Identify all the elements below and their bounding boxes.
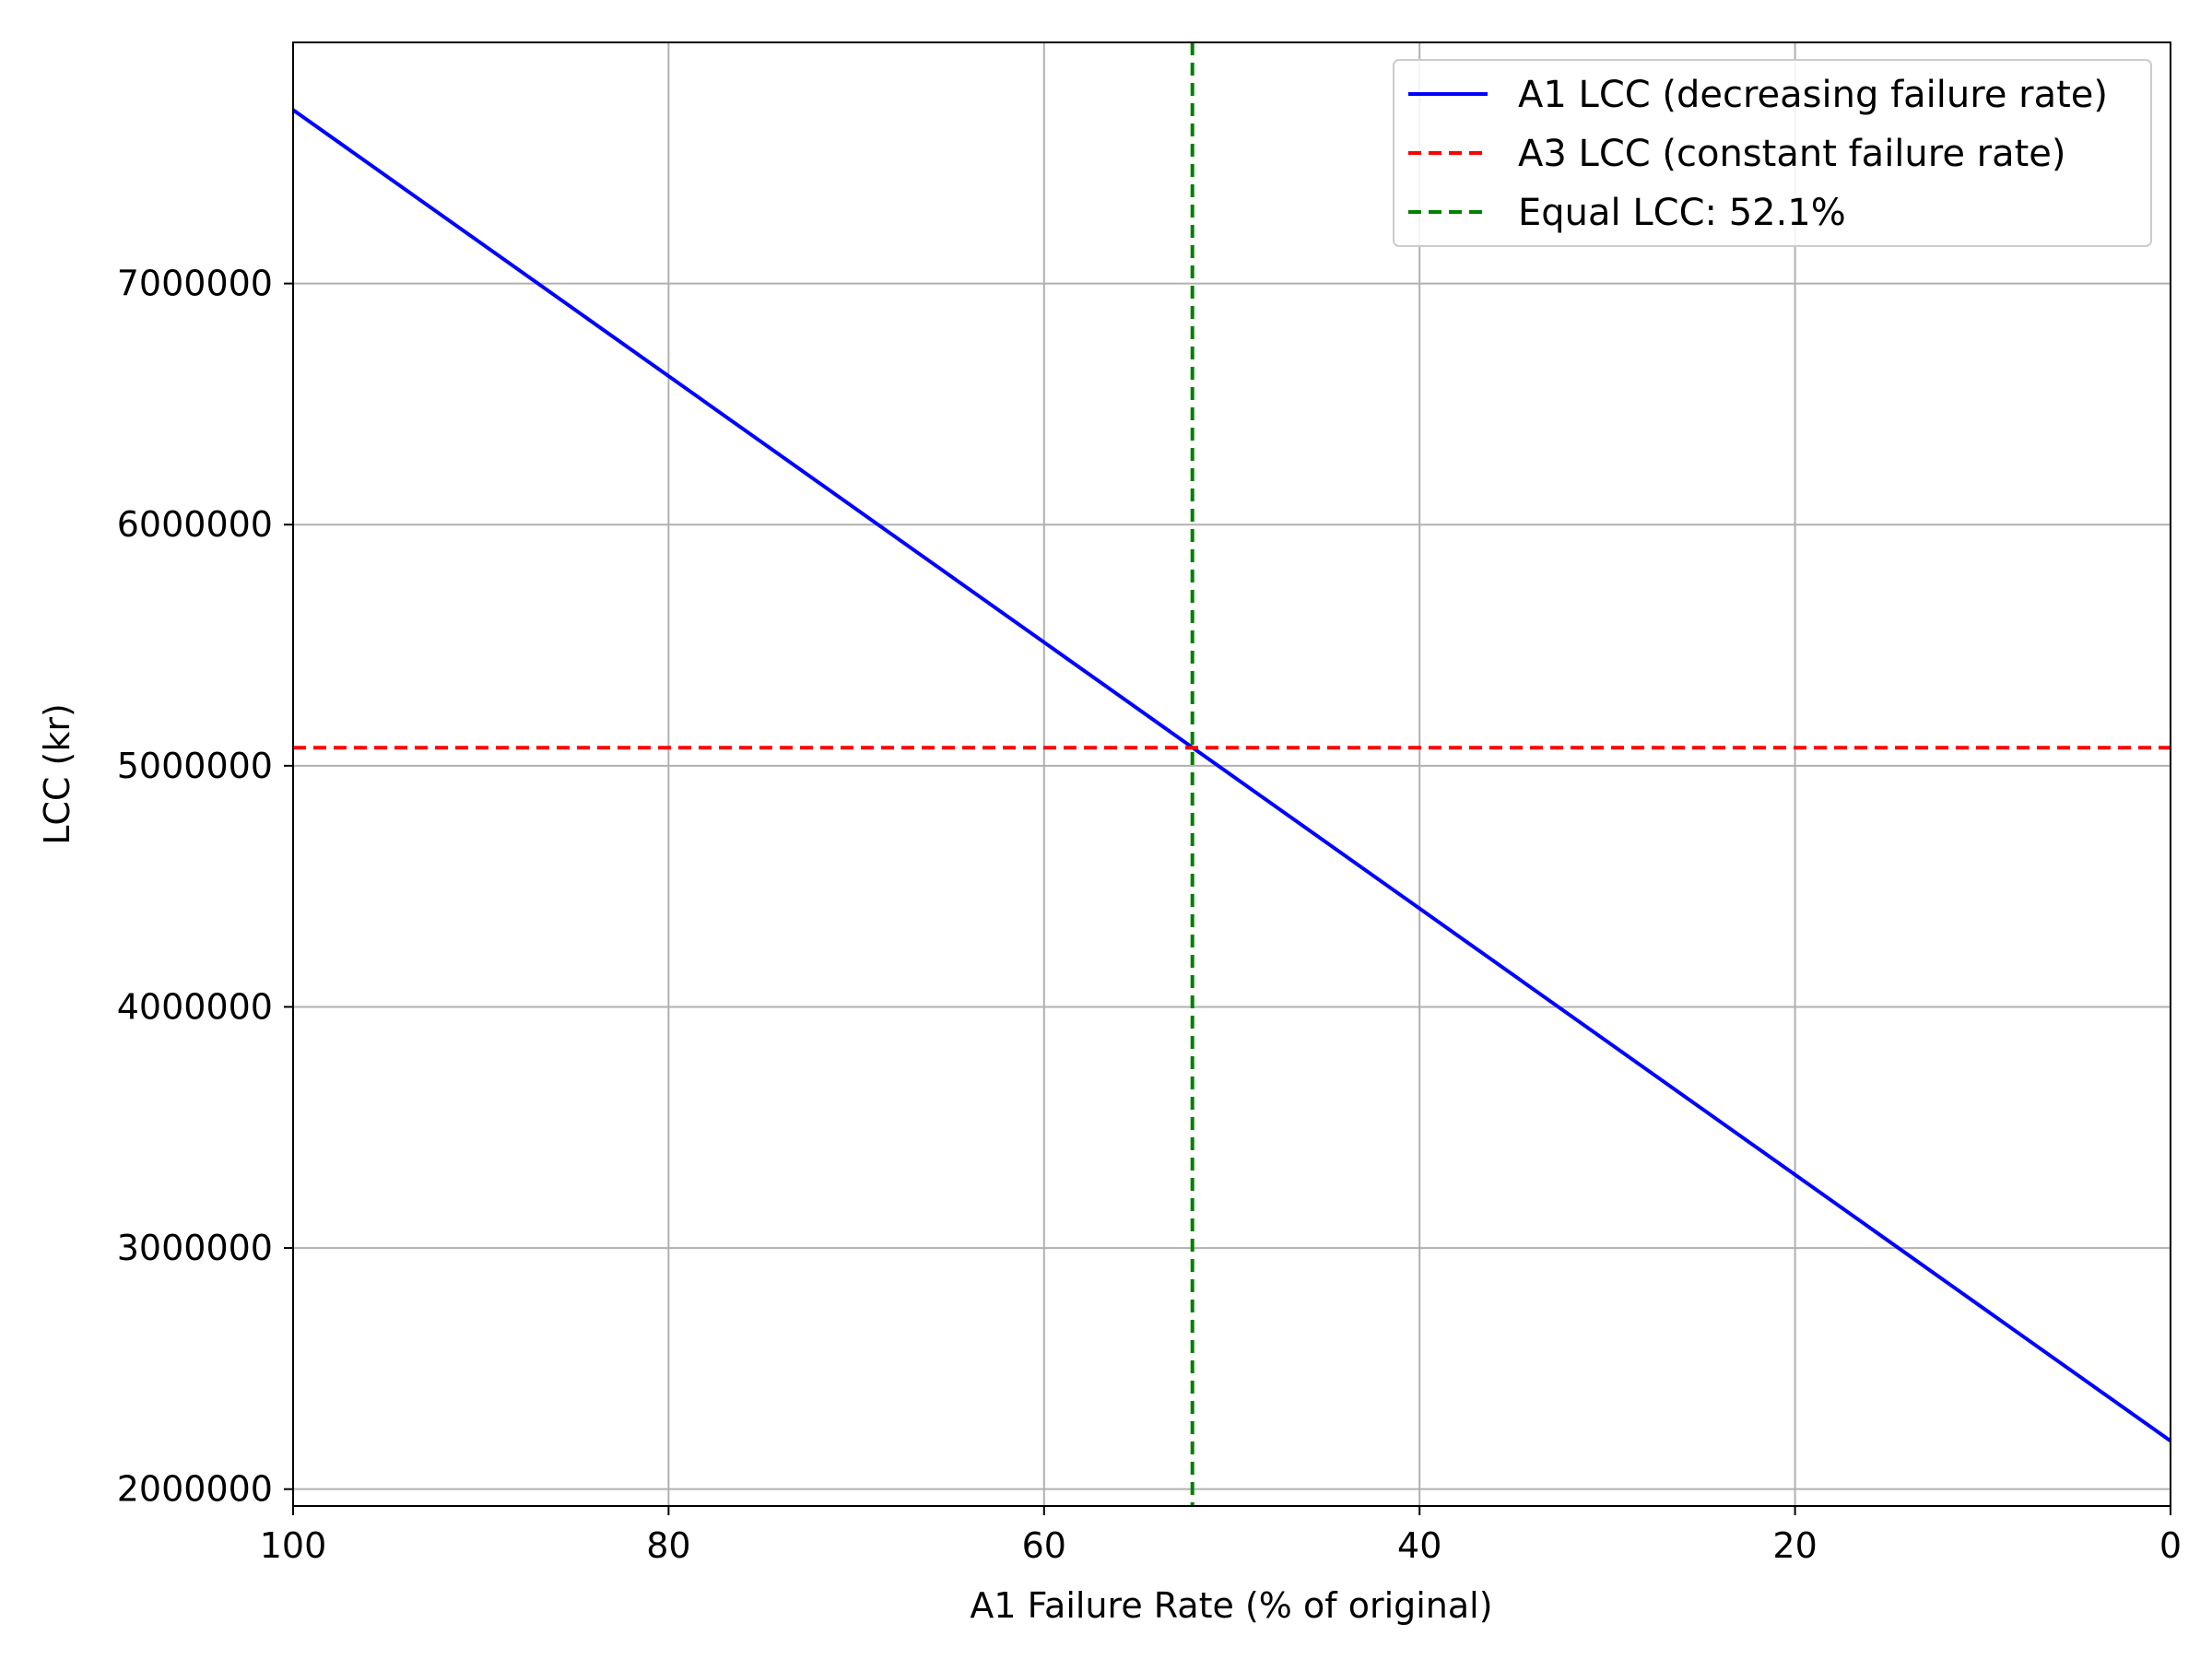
y-axis-label: LCC (kr) — [37, 703, 77, 845]
y-tick-label: 3000000 — [117, 1228, 273, 1268]
grid — [292, 42, 2171, 1506]
series-layer — [291, 42, 2172, 1506]
legend-entry-label: Equal LCC: 52.1% — [1518, 192, 1846, 234]
x-axis-label: A1 Failure Rate (% of original) — [970, 1585, 1492, 1626]
y-tick-label: 5000000 — [117, 746, 273, 786]
x-tick-label: 40 — [1397, 1525, 1441, 1566]
x-tick-label: 100 — [260, 1525, 327, 1566]
x-tick-label: 0 — [2159, 1525, 2182, 1566]
legend: A1 LCC (decreasing failure rate) A3 LCC (… — [1393, 59, 2152, 247]
legend-box — [1393, 59, 2152, 247]
y-tick-label: 4000000 — [117, 986, 273, 1027]
x-tick-label: 20 — [1772, 1525, 1817, 1566]
x-tick-label: 60 — [1022, 1525, 1066, 1566]
y-tick-label: 2000000 — [117, 1469, 273, 1510]
plot-frame — [292, 41, 2171, 1507]
x-tick-label: 80 — [646, 1525, 690, 1566]
y-tick-label: 7000000 — [117, 264, 273, 304]
legend-entry-label: A1 LCC (decreasing failure rate) — [1518, 74, 2108, 116]
series-line-a1-lcc — [291, 108, 2172, 1442]
axis-ticks: 100 80 60 40 20 0 2000000 3000000 4000000 5000000… — [117, 264, 2182, 1566]
legend-entry-label: A3 LCC (constant failure rate) — [1518, 133, 2066, 175]
y-tick-label: 6000000 — [117, 504, 273, 545]
